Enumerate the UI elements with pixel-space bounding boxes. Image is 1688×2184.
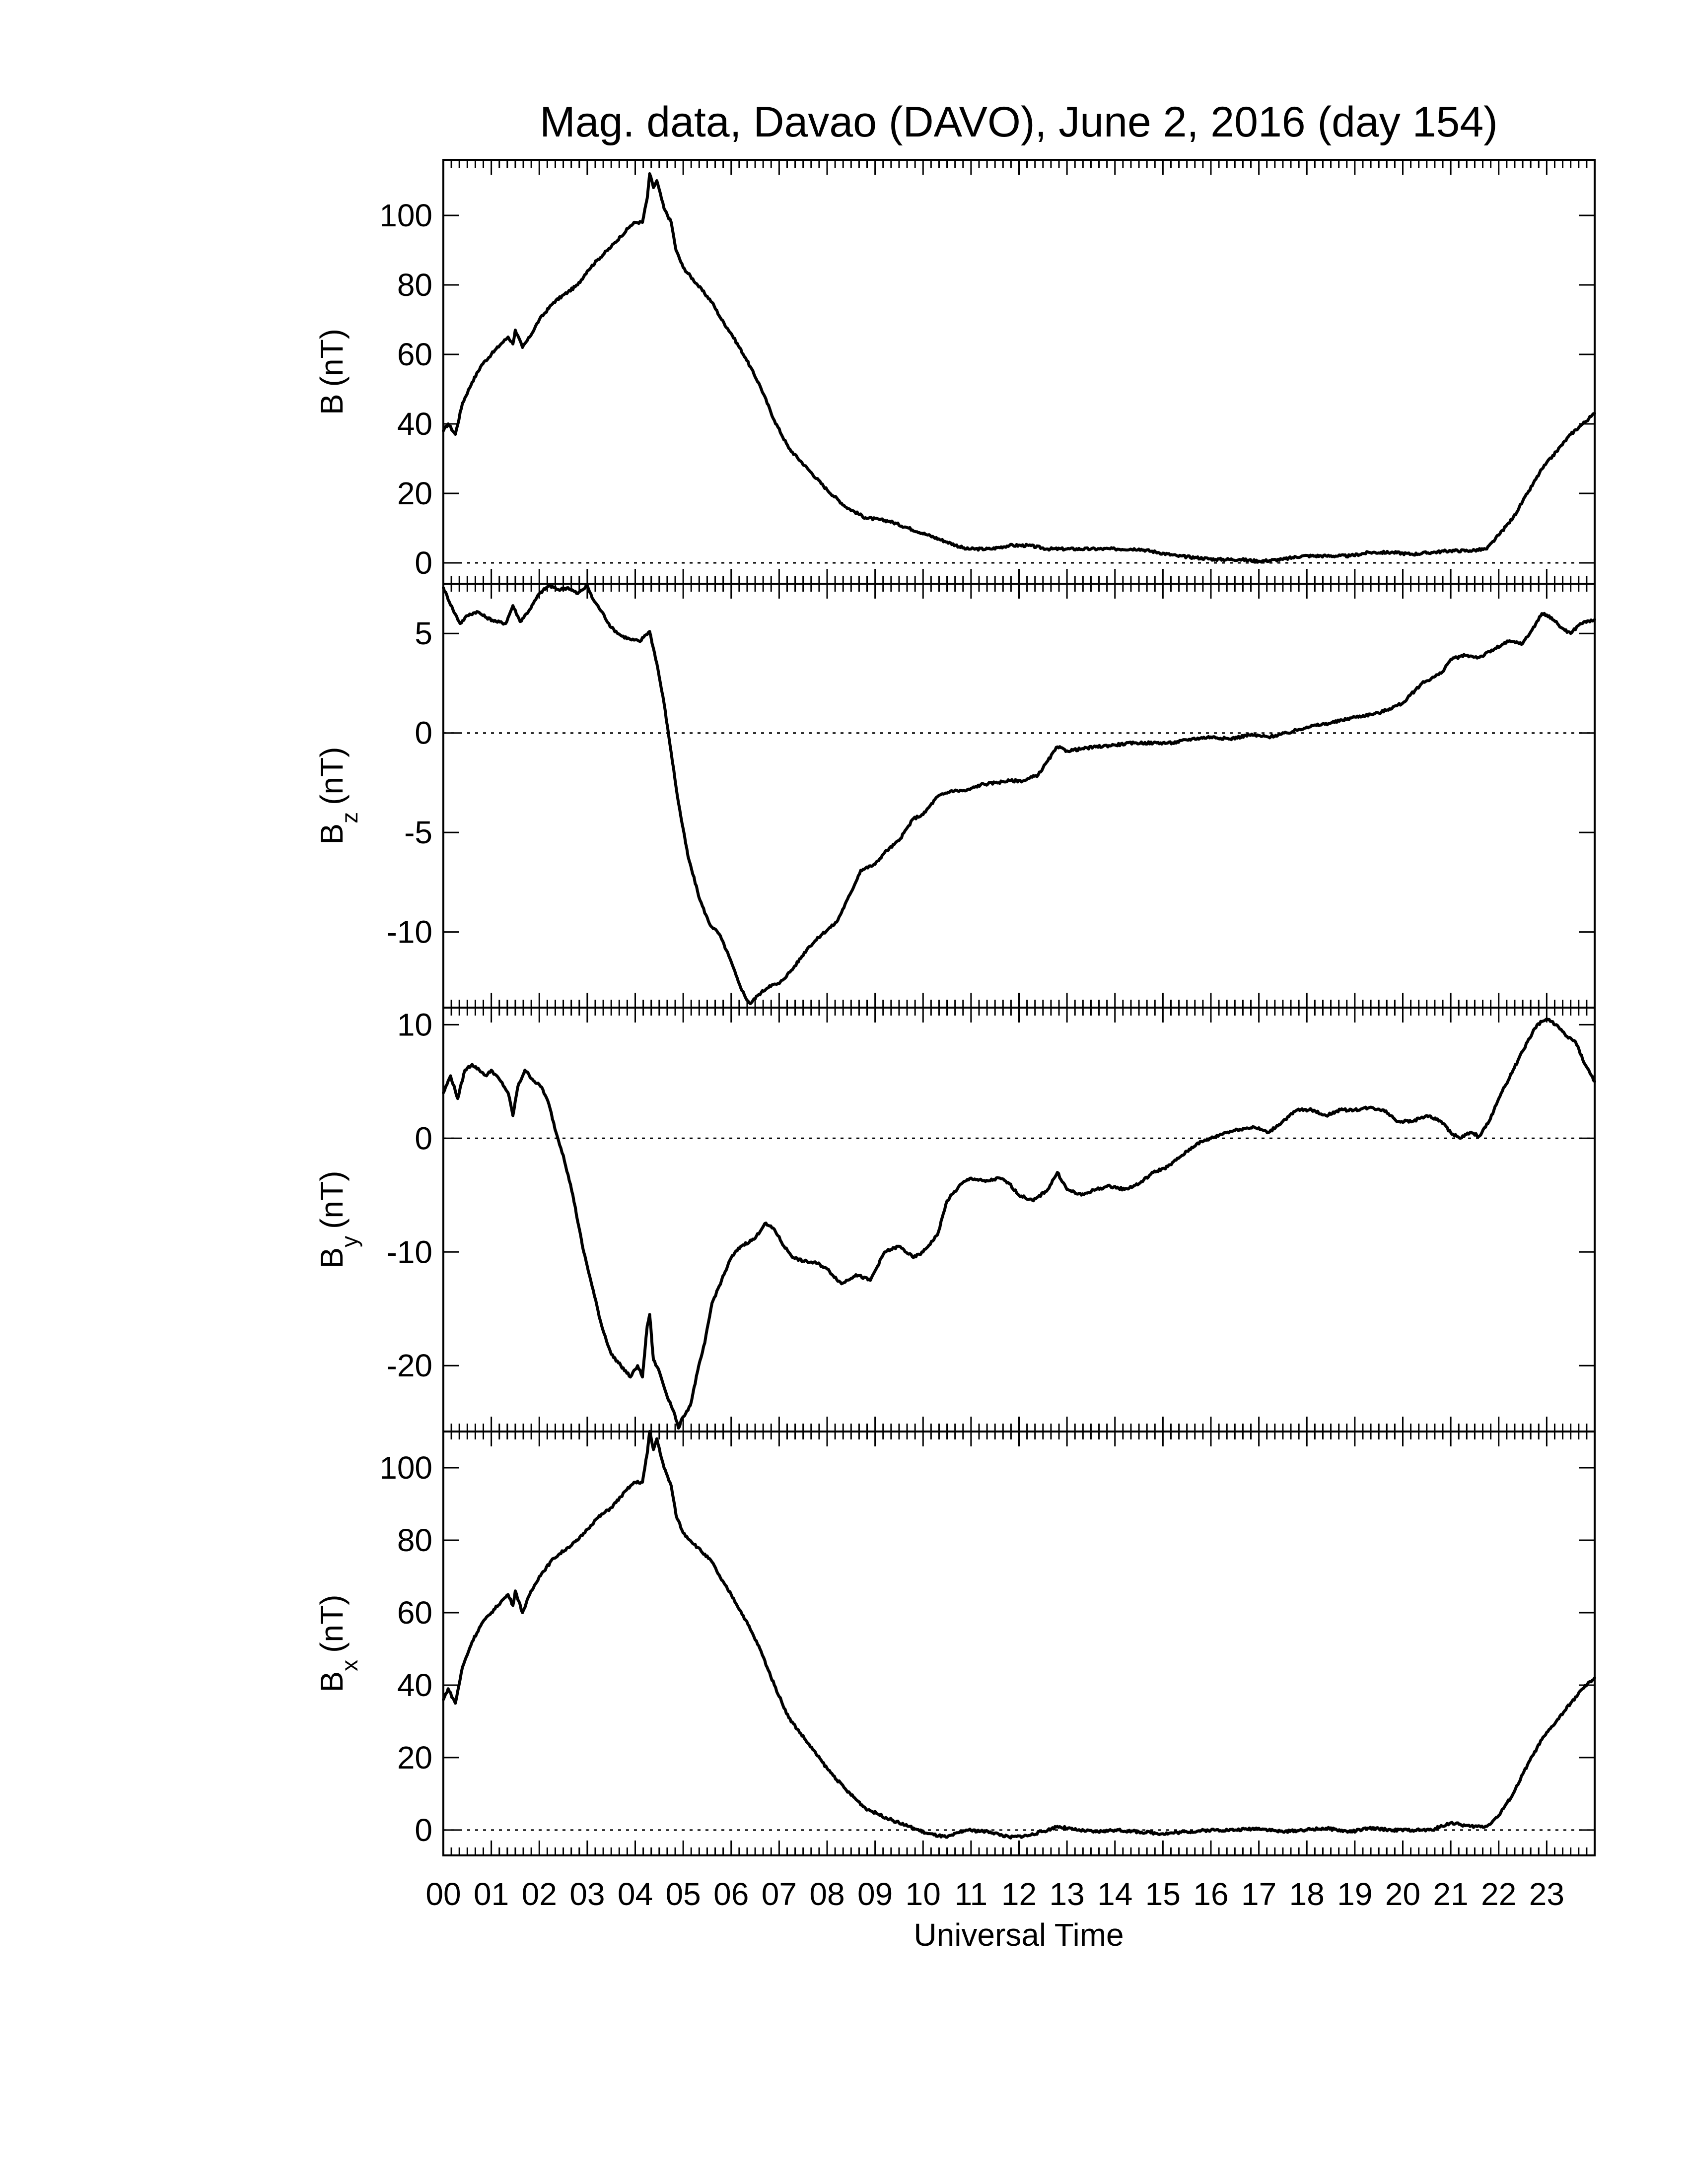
y-tick-label: 10 xyxy=(397,1007,432,1042)
x-tick-label: 05 xyxy=(666,1876,701,1912)
panel-frame xyxy=(442,583,1596,1009)
panel-frame xyxy=(442,1007,1596,1433)
panel-2: -20 -10 0 10 By (nT) xyxy=(314,1007,1596,1433)
y-axis-label: Bz (nT) xyxy=(314,747,362,845)
y-tick-label: 0 xyxy=(415,1120,432,1156)
y-tick-label: 60 xyxy=(397,337,432,372)
x-tick-label: 11 xyxy=(955,1876,987,1912)
x-tick-label: 19 xyxy=(1337,1876,1372,1912)
series-line xyxy=(442,1017,1596,1430)
x-axis-label: Universal Time xyxy=(914,1917,1124,1953)
y-axis-label-symbol: B xyxy=(314,394,350,415)
y-tick-label: 20 xyxy=(397,1740,432,1775)
y-axis-label-subscript: y xyxy=(337,1236,362,1247)
y-axis-label-subscript: x xyxy=(337,1660,362,1671)
y-tick-label: -5 xyxy=(404,815,432,850)
panel-frame xyxy=(442,1431,1596,1856)
y-tick-label: 100 xyxy=(379,1450,432,1486)
y-axis-label-unit: (nT) xyxy=(314,1171,350,1229)
y-axis-label: B (nT) xyxy=(314,329,350,415)
chart-panels: 0 20 40 60 80 100 B (nT) -10 -5 0 5 Bz (nT) -20 -10 0 10 B… xyxy=(314,159,1596,1856)
x-tick-label: 17 xyxy=(1241,1876,1276,1912)
y-tick-label: 80 xyxy=(397,267,432,303)
y-axis-label: Bx (nT) xyxy=(314,1595,362,1693)
series-line xyxy=(442,584,1596,1005)
x-tick-label: 13 xyxy=(1050,1876,1085,1912)
series-line xyxy=(442,1430,1596,1840)
x-tick-label: 18 xyxy=(1289,1876,1325,1912)
x-tick-label: 09 xyxy=(857,1876,893,1912)
y-tick-label: 5 xyxy=(415,615,432,651)
x-tick-label: 01 xyxy=(474,1876,509,1912)
x-tick-label: 07 xyxy=(762,1876,797,1912)
x-tick-label: 00 xyxy=(425,1876,461,1912)
panel-3: 0 20 40 60 80 100 Bx (nT) xyxy=(314,1430,1596,1856)
y-tick-label: 20 xyxy=(397,476,432,511)
x-tick-label: 12 xyxy=(1001,1876,1037,1912)
x-tick-label: 14 xyxy=(1097,1876,1132,1912)
y-axis-label-unit: (nT) xyxy=(314,329,350,387)
y-axis-label-unit: (nT) xyxy=(314,747,350,805)
panel-1: -10 -5 0 5 Bz (nT) xyxy=(314,583,1596,1009)
x-tick-label: 20 xyxy=(1385,1876,1420,1912)
x-tick-label: 04 xyxy=(618,1876,653,1912)
y-tick-label: 0 xyxy=(415,545,432,581)
y-axis-label: By (nT) xyxy=(314,1171,362,1269)
y-axis-label-unit: (nT) xyxy=(314,1595,350,1653)
x-tick-label: 03 xyxy=(569,1876,605,1912)
x-tick-label: 08 xyxy=(809,1876,844,1912)
x-tick-label: 02 xyxy=(522,1876,557,1912)
chart-title: Mag. data, Davao (DAVO), June 2, 2016 (d… xyxy=(540,98,1498,146)
y-axis-label-subscript: z xyxy=(337,812,362,823)
x-axis: 00 01 02 03 04 05 06 07 08 09 10 11 12 13 14 15 16 17 18 19… xyxy=(425,1876,1564,1912)
x-tick-label: 22 xyxy=(1481,1876,1516,1912)
y-tick-label: 100 xyxy=(379,198,432,233)
y-tick-label: -10 xyxy=(387,914,433,950)
y-tick-label: 0 xyxy=(415,715,432,751)
y-axis-label-symbol: B xyxy=(314,1247,350,1269)
panel-frame xyxy=(442,159,1596,585)
x-tick-label: 10 xyxy=(906,1876,941,1912)
y-tick-label: 0 xyxy=(415,1812,432,1848)
x-tick-label: 23 xyxy=(1529,1876,1564,1912)
x-tick-label: 16 xyxy=(1193,1876,1228,1912)
x-tick-label: 06 xyxy=(713,1876,749,1912)
y-tick-label: 60 xyxy=(397,1595,432,1631)
y-axis-label-symbol: B xyxy=(314,1671,350,1693)
panel-0: 0 20 40 60 80 100 B (nT) xyxy=(314,159,1596,585)
y-tick-label: -10 xyxy=(387,1234,433,1270)
y-tick-label: -20 xyxy=(387,1348,433,1383)
series-line xyxy=(442,172,1596,564)
y-tick-label: 80 xyxy=(397,1522,432,1558)
x-tick-label: 21 xyxy=(1433,1876,1469,1912)
y-axis-label-symbol: B xyxy=(314,823,350,845)
y-tick-label: 40 xyxy=(397,406,432,442)
x-tick-label: 15 xyxy=(1145,1876,1181,1912)
y-tick-label: 40 xyxy=(397,1667,432,1703)
